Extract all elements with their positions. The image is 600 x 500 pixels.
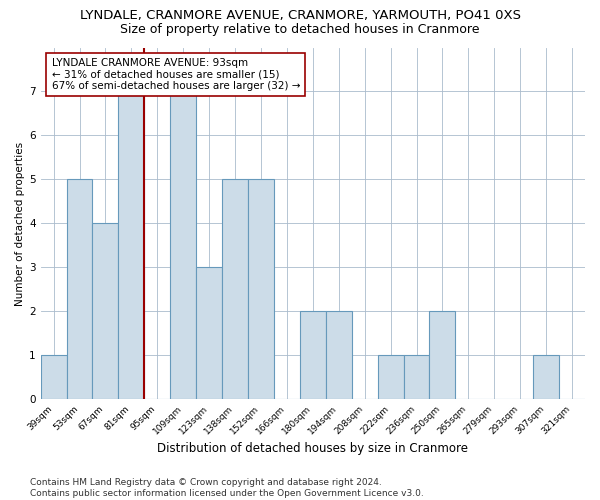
Bar [248, 180, 274, 400]
Bar [67, 180, 92, 400]
X-axis label: Distribution of detached houses by size in Cranmore: Distribution of detached houses by size … [157, 442, 469, 455]
Text: LYNDALE, CRANMORE AVENUE, CRANMORE, YARMOUTH, PO41 0XS: LYNDALE, CRANMORE AVENUE, CRANMORE, YARM… [79, 9, 521, 22]
Text: Contains HM Land Registry data © Crown copyright and database right 2024.
Contai: Contains HM Land Registry data © Crown c… [30, 478, 424, 498]
Bar [170, 92, 196, 400]
Text: LYNDALE CRANMORE AVENUE: 93sqm
← 31% of detached houses are smaller (15)
67% of : LYNDALE CRANMORE AVENUE: 93sqm ← 31% of … [52, 58, 300, 92]
Bar [92, 224, 118, 400]
Bar [196, 268, 222, 400]
Bar [430, 312, 455, 400]
Bar [404, 356, 430, 400]
Text: Size of property relative to detached houses in Cranmore: Size of property relative to detached ho… [120, 22, 480, 36]
Bar [222, 180, 248, 400]
Bar [533, 356, 559, 400]
Bar [326, 312, 352, 400]
Bar [41, 356, 67, 400]
Bar [377, 356, 404, 400]
Bar [300, 312, 326, 400]
Bar [118, 92, 145, 400]
Y-axis label: Number of detached properties: Number of detached properties [15, 142, 25, 306]
